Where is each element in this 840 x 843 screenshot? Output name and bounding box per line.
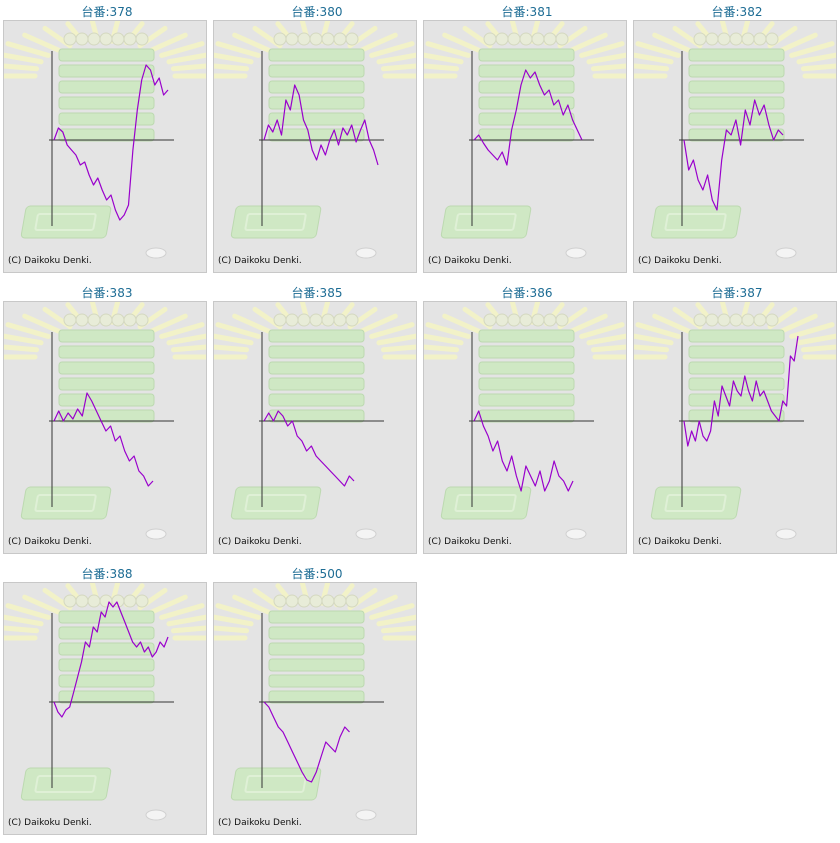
copyright-text: (C) Daikoku Denki.: [638, 537, 722, 547]
copyright-text: (C) Daikoku Denki.: [218, 537, 302, 547]
background-illustration: [4, 21, 206, 259]
series-line: [53, 64, 169, 221]
chart-panel: 台番:383 (C) Daikoku Denki.: [3, 281, 211, 561]
chart-frame: (C) Daikoku Denki.: [213, 301, 417, 554]
chart-panel: 台番:500 (C) Daikoku Denki.: [213, 562, 421, 842]
chart-panel: 台番:378 (C) Daikoku Denki.: [3, 0, 211, 280]
line-chart: [4, 583, 206, 821]
machine-number-title[interactable]: 台番:380: [291, 5, 343, 19]
chart-panel: 台番:387 (C) Daikoku Denki.: [633, 281, 840, 561]
chart-frame: (C) Daikoku Denki.: [3, 20, 207, 273]
series-line: [263, 84, 379, 166]
copyright-text: (C) Daikoku Denki.: [8, 537, 92, 547]
background-illustration: [424, 21, 626, 259]
machine-number-title[interactable]: 台番:382: [711, 5, 763, 19]
chart-panel: 台番:381 (C) Daikoku Denki.: [423, 0, 631, 280]
machine-number-title[interactable]: 台番:386: [501, 286, 553, 300]
background-illustration: [214, 583, 416, 821]
machine-number-title[interactable]: 台番:378: [81, 5, 133, 19]
chart-panel: 台番:380 (C) Daikoku Denki.: [213, 0, 421, 280]
machine-number-title[interactable]: 台番:500: [291, 567, 343, 581]
machine-number-title[interactable]: 台番:388: [81, 567, 133, 581]
machine-number-title[interactable]: 台番:385: [291, 286, 343, 300]
copyright-text: (C) Daikoku Denki.: [638, 256, 722, 266]
series-line: [473, 410, 574, 492]
chart-panel: 台番:382 (C) Daikoku Denki.: [633, 0, 840, 280]
copyright-text: (C) Daikoku Denki.: [218, 818, 302, 828]
series-line: [53, 601, 169, 718]
line-chart: [4, 302, 206, 540]
line-chart: [634, 21, 836, 259]
series-line: [683, 99, 784, 211]
chart-frame: (C) Daikoku Denki.: [213, 20, 417, 273]
line-chart: [214, 302, 416, 540]
chart-frame: (C) Daikoku Denki.: [633, 20, 837, 273]
line-chart: [424, 21, 626, 259]
line-chart: [634, 302, 836, 540]
series-line: [53, 392, 154, 487]
chart-panel: 台番:388 (C) Daikoku Denki.: [3, 562, 211, 842]
copyright-text: (C) Daikoku Denki.: [428, 256, 512, 266]
copyright-text: (C) Daikoku Denki.: [8, 256, 92, 266]
chart-frame: (C) Daikoku Denki.: [3, 582, 207, 835]
series-line: [683, 335, 799, 447]
background-illustration: [214, 21, 416, 259]
copyright-text: (C) Daikoku Denki.: [218, 256, 302, 266]
copyright-text: (C) Daikoku Denki.: [8, 818, 92, 828]
chart-frame: (C) Daikoku Denki.: [3, 301, 207, 554]
background-illustration: [424, 302, 626, 540]
chart-panel: 台番:385 (C) Daikoku Denki.: [213, 281, 421, 561]
machine-number-title[interactable]: 台番:383: [81, 286, 133, 300]
chart-frame: (C) Daikoku Denki.: [213, 582, 417, 835]
background-illustration: [4, 302, 206, 540]
line-chart: [4, 21, 206, 259]
line-chart: [424, 302, 626, 540]
machine-number-title[interactable]: 台番:387: [711, 286, 763, 300]
copyright-text: (C) Daikoku Denki.: [428, 537, 512, 547]
machine-number-title[interactable]: 台番:381: [501, 5, 553, 19]
line-chart: [214, 21, 416, 259]
series-line: [263, 701, 350, 783]
background-illustration: [634, 302, 836, 540]
chart-panel: 台番:386 (C) Daikoku Denki.: [423, 281, 631, 561]
chart-frame: (C) Daikoku Denki.: [633, 301, 837, 554]
background-illustration: [4, 583, 206, 821]
background-illustration: [214, 302, 416, 540]
chart-frame: (C) Daikoku Denki.: [423, 20, 627, 273]
series-line: [473, 69, 583, 166]
line-chart: [214, 583, 416, 821]
chart-frame: (C) Daikoku Denki.: [423, 301, 627, 554]
series-line: [263, 410, 355, 487]
background-illustration: [634, 21, 836, 259]
